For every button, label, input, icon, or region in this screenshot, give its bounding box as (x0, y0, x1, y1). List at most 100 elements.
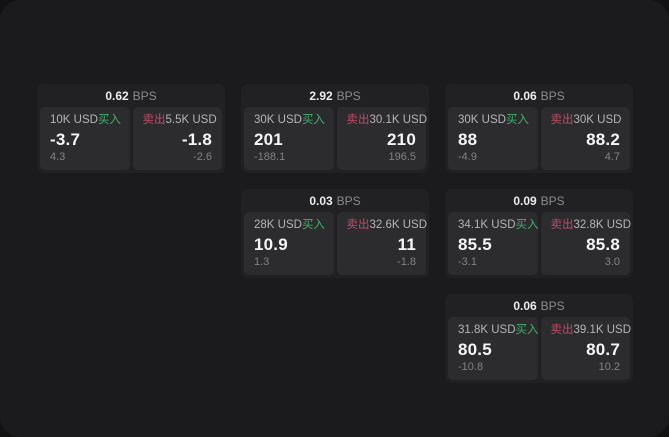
bps-header: 0.62 BPS (37, 84, 225, 107)
sell-notional: 5.5K USD (165, 114, 217, 126)
bps-unit-label: BPS (540, 298, 565, 313)
buy-notional: 30K USD (254, 114, 302, 126)
bps-header: 2.92 BPS (241, 84, 429, 107)
buy-panel-top: 30K USD 买入 (458, 114, 529, 127)
sell-panel-top: 卖出 32.6K USD (346, 219, 428, 232)
panels-row: 34.1K USD 买入 85.5 -3.1 卖出 32.8K USD 85.8… (445, 212, 633, 278)
buy-notional: 30K USD (458, 114, 506, 126)
buy-panel-top: 31.8K USD 买入 (458, 324, 539, 337)
sell-price: 11 (397, 234, 416, 254)
buy-notional: 31.8K USD (458, 324, 516, 336)
sell-price: 85.8 (586, 234, 620, 254)
sell-delta: 3.0 (604, 256, 620, 268)
quote-card: 0.06 BPS 31.8K USD 买入 80.5 -10.8 卖出 39.1… (445, 294, 633, 383)
sell-panel[interactable]: 卖出 5.5K USD -1.8 -2.6 (132, 107, 222, 170)
sell-price: -1.8 (181, 129, 212, 149)
sell-notional: 32.8K USD (573, 219, 632, 231)
sell-notional: 30.1K USD (369, 114, 428, 126)
buy-side-label: 买入 (97, 114, 121, 126)
buy-panel-top: 10K USD 买入 (50, 114, 121, 127)
sell-delta: -1.8 (397, 256, 416, 268)
buy-delta: -188.1 (254, 151, 286, 163)
buy-price: 10.9 (254, 234, 288, 254)
bps-unit-label: BPS (336, 88, 361, 103)
buy-side-label: 买入 (301, 219, 325, 231)
buy-price: -3.7 (50, 129, 81, 149)
bps-header: 0.09 BPS (445, 189, 633, 212)
buy-notional: 28K USD (254, 219, 302, 231)
quote-card: 2.92 BPS 30K USD 买入 201 -188.1 卖出 30.1K … (241, 84, 429, 173)
sell-delta: 196.5 (388, 151, 416, 163)
panels-row: 31.8K USD 买入 80.5 -10.8 卖出 39.1K USD 80.… (445, 317, 633, 383)
sell-price: 80.7 (586, 339, 620, 359)
sell-notional: 39.1K USD (573, 324, 632, 336)
buy-notional: 34.1K USD (458, 219, 516, 231)
buy-panel-top: 34.1K USD 买入 (458, 219, 539, 232)
sell-side-label: 卖出 (550, 114, 574, 126)
buy-panel-top: 30K USD 买入 (254, 114, 325, 127)
buy-panel[interactable]: 34.1K USD 买入 85.5 -3.1 (448, 212, 539, 275)
bps-unit-label: BPS (540, 88, 565, 103)
panels-row: 30K USD 买入 201 -188.1 卖出 30.1K USD 210 1… (241, 107, 429, 173)
buy-side-label: 买入 (515, 324, 539, 336)
sell-panel-top: 卖出 5.5K USD (142, 114, 217, 127)
sell-side-label: 卖出 (550, 219, 574, 231)
buy-panel[interactable]: 30K USD 买入 201 -188.1 (244, 107, 334, 170)
sell-panel[interactable]: 卖出 39.1K USD 80.7 10.2 (540, 317, 632, 380)
sell-panel[interactable]: 卖出 32.8K USD 85.8 3.0 (540, 212, 632, 275)
bps-value: 0.03 (309, 193, 333, 208)
buy-price: 88 (458, 129, 478, 149)
sell-delta: 4.7 (604, 151, 620, 163)
buy-side-label: 买入 (301, 114, 325, 126)
sell-side-label: 卖出 (550, 324, 574, 336)
buy-panel[interactable]: 10K USD 买入 -3.7 4.3 (40, 107, 130, 170)
buy-side-label: 买入 (505, 114, 529, 126)
buy-price: 201 (254, 129, 283, 149)
sell-side-label: 卖出 (142, 114, 166, 126)
bps-value: 0.62 (105, 88, 129, 103)
buy-side-label: 买入 (515, 219, 539, 231)
bps-header: 0.06 BPS (445, 294, 633, 317)
bps-value: 0.06 (513, 88, 537, 103)
sell-price: 88.2 (586, 129, 620, 149)
buy-delta: 1.3 (254, 256, 270, 268)
quote-card: 0.03 BPS 28K USD 买入 10.9 1.3 卖出 32.6K US… (241, 189, 429, 278)
sell-panel-top: 卖出 32.8K USD (550, 219, 632, 232)
buy-price: 85.5 (458, 234, 492, 254)
buy-delta: -10.8 (458, 361, 484, 373)
bps-header: 0.06 BPS (445, 84, 633, 107)
quote-cards-grid: 0.62 BPS 10K USD 买入 -3.7 4.3 卖出 5.5K USD (37, 84, 633, 383)
buy-panel[interactable]: 28K USD 买入 10.9 1.3 (244, 212, 334, 275)
sell-panel[interactable]: 卖出 30K USD 88.2 4.7 (540, 107, 630, 170)
sell-delta: -2.6 (193, 151, 212, 163)
sell-notional: 32.6K USD (369, 219, 428, 231)
bps-unit-label: BPS (336, 193, 361, 208)
buy-notional: 10K USD (50, 114, 98, 126)
buy-delta: 4.3 (50, 151, 66, 163)
buy-delta: -3.1 (458, 256, 477, 268)
buy-panel[interactable]: 30K USD 买入 88 -4.9 (448, 107, 538, 170)
buy-price: 80.5 (458, 339, 492, 359)
sell-panel-top: 卖出 30.1K USD (346, 114, 428, 127)
sell-panel-top: 卖出 30K USD (550, 114, 622, 127)
buy-panel[interactable]: 31.8K USD 买入 80.5 -10.8 (448, 317, 539, 380)
quote-card: 0.62 BPS 10K USD 买入 -3.7 4.3 卖出 5.5K USD (37, 84, 225, 173)
bps-unit-label: BPS (132, 88, 157, 103)
quote-card: 0.06 BPS 30K USD 买入 88 -4.9 卖出 30K USD (445, 84, 633, 173)
panels-row: 10K USD 买入 -3.7 4.3 卖出 5.5K USD -1.8 -2.… (37, 107, 225, 173)
sell-side-label: 卖出 (346, 114, 370, 126)
bps-value: 0.09 (513, 193, 537, 208)
sell-side-label: 卖出 (346, 219, 370, 231)
sell-price: 210 (387, 129, 416, 149)
buy-delta: -4.9 (458, 151, 477, 163)
sell-panel[interactable]: 卖出 30.1K USD 210 196.5 (336, 107, 428, 170)
buy-panel-top: 28K USD 买入 (254, 219, 325, 232)
sell-notional: 30K USD (573, 114, 622, 126)
bps-value: 0.06 (513, 298, 537, 313)
quote-card: 0.09 BPS 34.1K USD 买入 85.5 -3.1 卖出 32.8K… (445, 189, 633, 278)
sell-panel[interactable]: 卖出 32.6K USD 11 -1.8 (336, 212, 428, 275)
bps-value: 2.92 (309, 88, 333, 103)
bps-header: 0.03 BPS (241, 189, 429, 212)
panels-row: 28K USD 买入 10.9 1.3 卖出 32.6K USD 11 -1.8 (241, 212, 429, 278)
